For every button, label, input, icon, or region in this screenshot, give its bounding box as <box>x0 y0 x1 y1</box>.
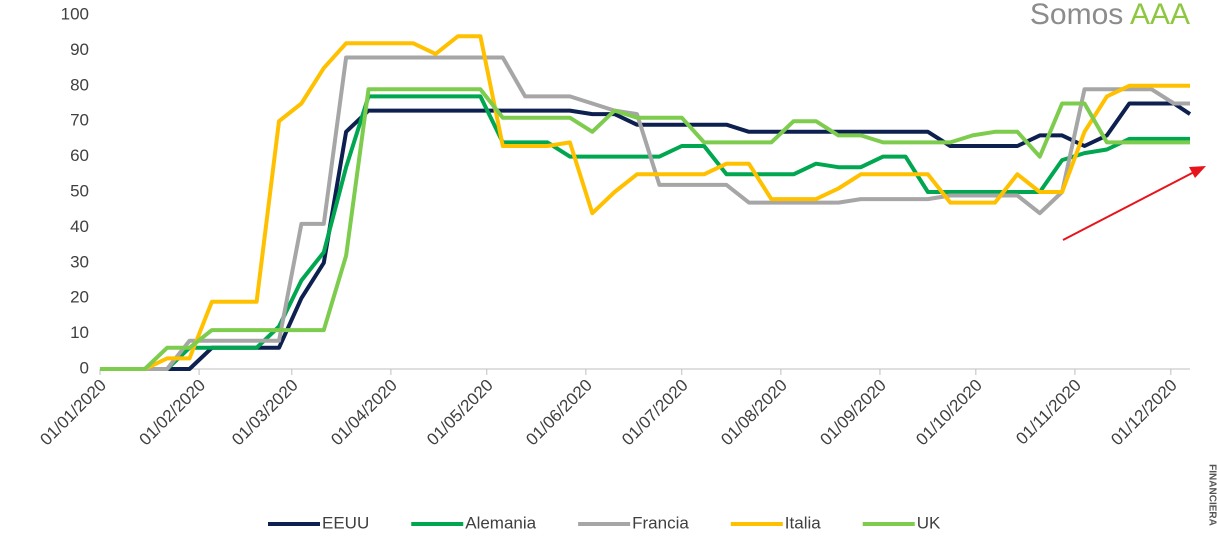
series-line <box>100 34 1190 371</box>
logo: Somos AAA <box>1030 0 1190 31</box>
x-tick-label: 01/05/2020 <box>423 376 497 450</box>
x-tick-label: 01/03/2020 <box>228 376 302 450</box>
arrow <box>1062 169 1199 241</box>
series-line <box>100 101 1192 371</box>
x-tick-label: 01/06/2020 <box>522 376 596 450</box>
y-tick-label: 30 <box>70 252 89 271</box>
y-tick-label: 80 <box>70 75 89 94</box>
legend-label: Italia <box>785 513 821 532</box>
x-tick-label: 01/02/2020 <box>135 376 209 450</box>
legend-label: Francia <box>632 513 689 532</box>
y-tick-label: 70 <box>70 111 89 130</box>
legend-label: EEUU <box>322 513 369 532</box>
y-tick-label: 60 <box>70 146 89 165</box>
y-tick-label: 90 <box>70 40 89 59</box>
x-tick-label: 01/04/2020 <box>327 376 401 450</box>
legend-label: Alemania <box>465 513 536 532</box>
x-tick-label: 01/01/2020 <box>36 376 110 450</box>
series-line <box>100 55 1190 371</box>
series-line <box>100 87 1190 371</box>
y-tick-label: 50 <box>70 181 89 200</box>
x-tick-label: 01/08/2020 <box>717 376 791 450</box>
y-tick-label: 10 <box>70 323 89 342</box>
legend-label: UK <box>917 513 941 532</box>
logo-prefix: Somos <box>1030 0 1123 31</box>
y-tick-label: 100 <box>61 4 89 23</box>
x-tick-label: 01/10/2020 <box>912 376 986 450</box>
x-tick-label: 01/07/2020 <box>618 376 692 450</box>
y-tick-label: 0 <box>80 358 89 377</box>
side-text: FINANCIERA <box>1206 464 1217 526</box>
x-tick-label: 01/11/2020 <box>1012 376 1085 449</box>
arrow-head <box>1189 166 1206 178</box>
x-tick-label: 01/09/2020 <box>816 376 890 450</box>
x-tick-label: 01/12/2020 <box>1107 376 1181 450</box>
y-tick-label: 40 <box>70 217 89 236</box>
y-tick-label: 20 <box>70 288 89 307</box>
logo-highlight: AAA <box>1130 0 1190 31</box>
